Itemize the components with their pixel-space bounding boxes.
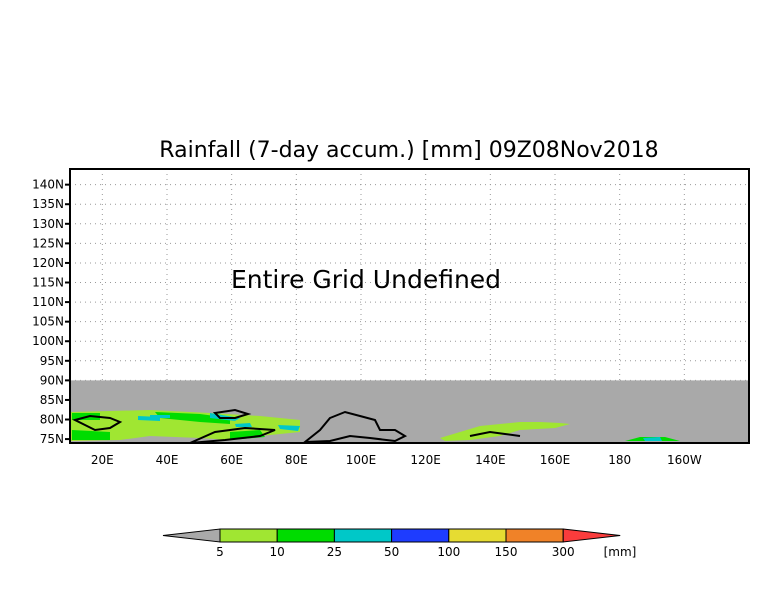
- lon-label: 60E: [220, 453, 243, 467]
- rain-area-dateline-25: [643, 437, 662, 441]
- lon-label: 120E: [410, 453, 441, 467]
- lon-label: 20E: [91, 453, 114, 467]
- colorbar-label: 100: [437, 545, 460, 559]
- latitude-axis: 140N 135N 130N 125N 120N 115N 110N 105N 100N 95N 9…: [32, 178, 70, 446]
- lat-label: 130N: [32, 217, 64, 231]
- colorbar-box: [276, 528, 335, 543]
- rain-area-10-25: [72, 412, 265, 440]
- colorbar-label: 50: [384, 545, 399, 559]
- lat-label: 110N: [32, 295, 64, 309]
- colorbar-unit: [mm]: [604, 545, 637, 559]
- lat-label: 95N: [40, 354, 64, 368]
- colorbar-high-triangle: [562, 528, 621, 543]
- lon-label: 100E: [346, 453, 377, 467]
- colorbar-box: [448, 528, 507, 543]
- plot-frame: [69, 168, 750, 444]
- colorbar-label: 150: [495, 545, 518, 559]
- colorbar-label: 5: [216, 545, 224, 559]
- coastlines: [72, 408, 521, 444]
- longitude-axis: 20E 40E 60E 80E 100E 120E 140E 160E 180 160W: [91, 453, 702, 467]
- lon-label: 160E: [540, 453, 571, 467]
- colorbar: 5 10 25 50 100 150 300 [mm]: [162, 528, 637, 559]
- lat-label: 90N: [40, 373, 64, 387]
- lat-label: 75N: [40, 432, 64, 446]
- undefined-grid-message: Entire Grid Undefined: [231, 265, 501, 294]
- lon-label: 40E: [156, 453, 179, 467]
- lat-label: 135N: [32, 197, 64, 211]
- colorbar-box: [219, 528, 278, 543]
- colorbar-label: 300: [552, 545, 575, 559]
- lat-label: 125N: [32, 236, 64, 250]
- colorbar-box: [505, 528, 564, 543]
- lon-label: 160W: [667, 453, 702, 467]
- colorbar-label: 10: [270, 545, 285, 559]
- colorbar-label: 25: [327, 545, 342, 559]
- lat-label: 85N: [40, 393, 64, 407]
- colorbar-box: [391, 528, 450, 543]
- lat-label: 105N: [32, 315, 64, 329]
- lat-label: 100N: [32, 334, 64, 348]
- colorbar-box: [333, 528, 393, 543]
- lat-label: 140N: [32, 178, 64, 192]
- lat-label: 80N: [40, 413, 64, 427]
- lon-label: 180: [608, 453, 631, 467]
- lat-label: 115N: [32, 276, 64, 290]
- map-title: Rainfall (7-day accum.) [mm] 09Z08Nov201…: [159, 138, 658, 163]
- lon-label: 80E: [285, 453, 308, 467]
- lat-label: 120N: [32, 256, 64, 270]
- lon-label: 140E: [475, 453, 506, 467]
- colorbar-low-triangle: [162, 528, 221, 543]
